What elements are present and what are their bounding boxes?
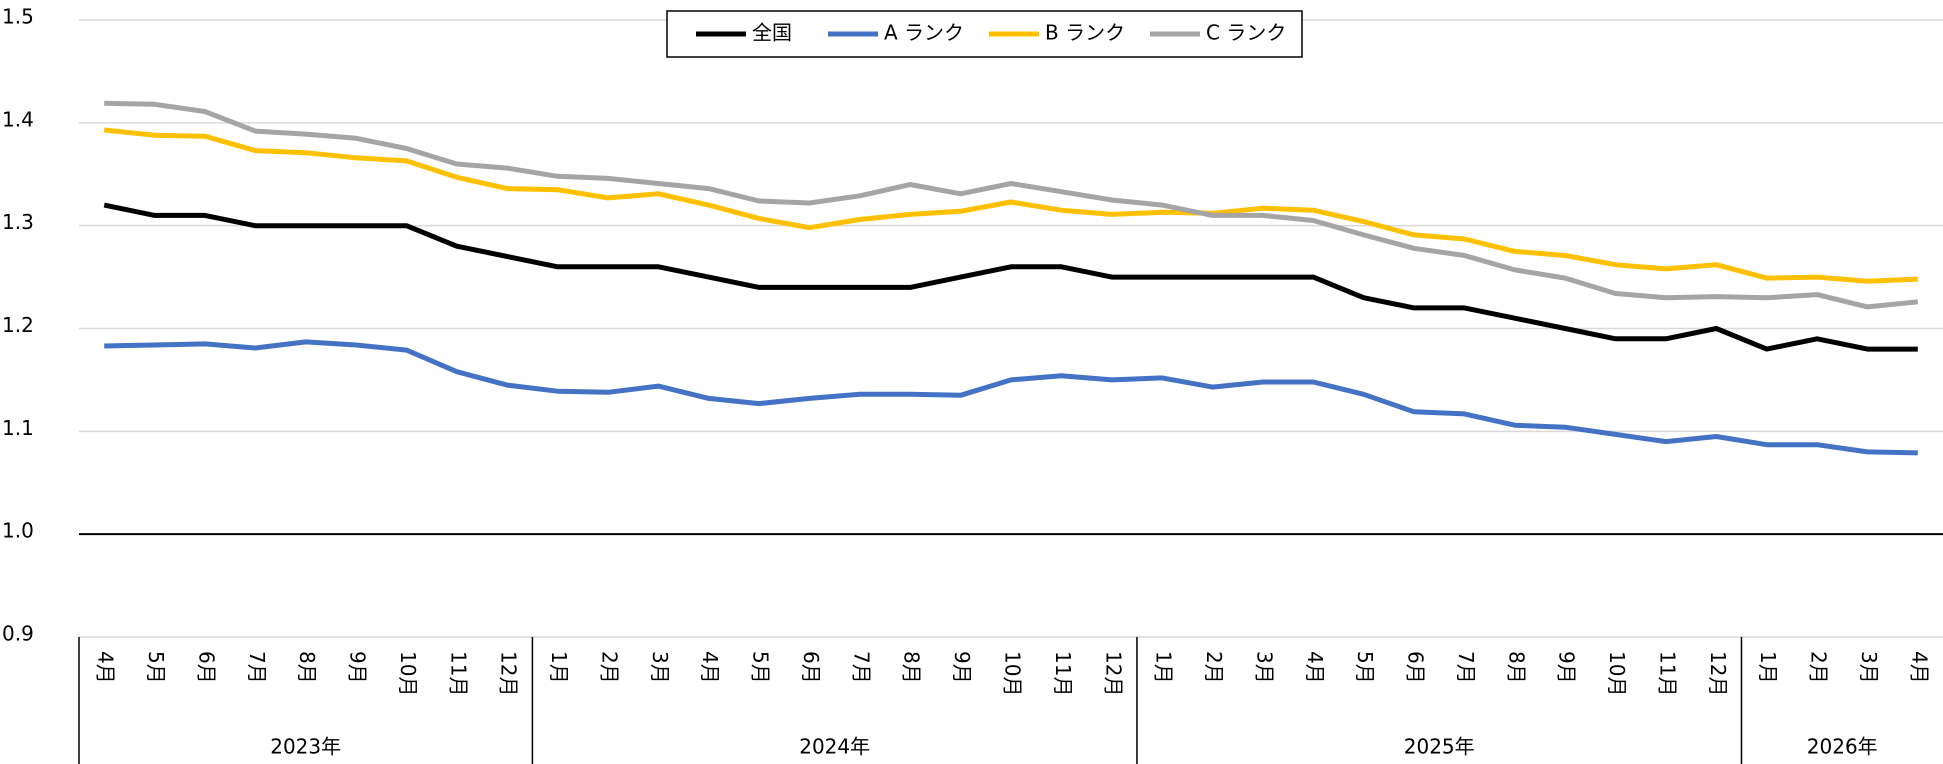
group-label: 2026年 (1807, 735, 1878, 759)
series-line (103, 127, 1918, 284)
x-tick-label: 2月 (1807, 651, 1831, 684)
x-tick-label: 5月 (749, 651, 773, 684)
x-tick-label: 3月 (648, 651, 672, 684)
x-tick-label: 10月 (1605, 651, 1629, 696)
x-tick-label: 10月 (396, 651, 420, 696)
x-tick-label: 7月 (1454, 651, 1478, 684)
x-tick-label: 11月 (1051, 651, 1075, 696)
x-tick-label: 12月 (1706, 651, 1730, 696)
x-tick-label: 9月 (1555, 651, 1579, 684)
group-label: 2023年 (270, 735, 341, 759)
x-tick-label: 10月 (1001, 651, 1025, 696)
x-tick-label: 5月 (144, 651, 168, 684)
x-tick-label: 6月 (194, 651, 218, 684)
x-tick-label: 4月 (1303, 651, 1327, 684)
series-line (103, 202, 1918, 352)
x-tick-label: 11月 (1655, 651, 1679, 696)
x-tick-label: 7月 (245, 651, 269, 684)
x-tick-label: 8月 (900, 651, 924, 684)
group-label: 2024年 (799, 735, 870, 759)
legend-label: 全国 (752, 21, 792, 45)
x-tick-label: 4月 (1907, 651, 1931, 684)
y-tick-label: 1.1 (2, 416, 34, 440)
y-tick-label: 0.9 (2, 622, 34, 646)
x-tick-label: 1月 (547, 651, 571, 684)
y-tick-label: 1.0 (2, 519, 34, 543)
x-tick-label: 9月 (950, 651, 974, 684)
x-tick-label: 8月 (295, 651, 319, 684)
x-tick-label: 11月 (446, 651, 470, 696)
x-tick-label: 4月 (698, 651, 722, 684)
group-label: 2025年 (1404, 735, 1475, 759)
x-tick-label: 3月 (1857, 651, 1881, 684)
x-tick-label: 3月 (1252, 651, 1276, 684)
legend-label: B ランク (1045, 21, 1125, 45)
x-tick-label: 1月 (1756, 651, 1780, 684)
x-tick-label: 8月 (1504, 651, 1528, 684)
x-tick-label: 12月 (1101, 651, 1125, 696)
x-tick-label: 5月 (1353, 651, 1377, 684)
y-tick-label: 1.3 (2, 210, 34, 234)
legend-label: C ランク (1206, 21, 1286, 45)
x-tick-label: 6月 (1404, 651, 1428, 684)
x-tick-label: 9月 (346, 651, 370, 684)
x-tick-label: 6月 (799, 651, 823, 684)
y-tick-label: 1.5 (2, 5, 34, 29)
y-tick-label: 1.4 (2, 107, 34, 131)
y-tick-label: 1.2 (2, 313, 34, 337)
legend-label: A ランク (884, 21, 964, 45)
series-line (104, 339, 1918, 456)
x-tick-label: 2月 (1202, 651, 1226, 684)
series-line (104, 100, 1919, 310)
x-tick-label: 12月 (497, 651, 521, 696)
x-tick-label: 7月 (849, 651, 873, 684)
x-tick-label: 1月 (1152, 651, 1176, 684)
x-tick-label: 4月 (94, 651, 118, 684)
x-tick-label: 2月 (597, 651, 621, 684)
